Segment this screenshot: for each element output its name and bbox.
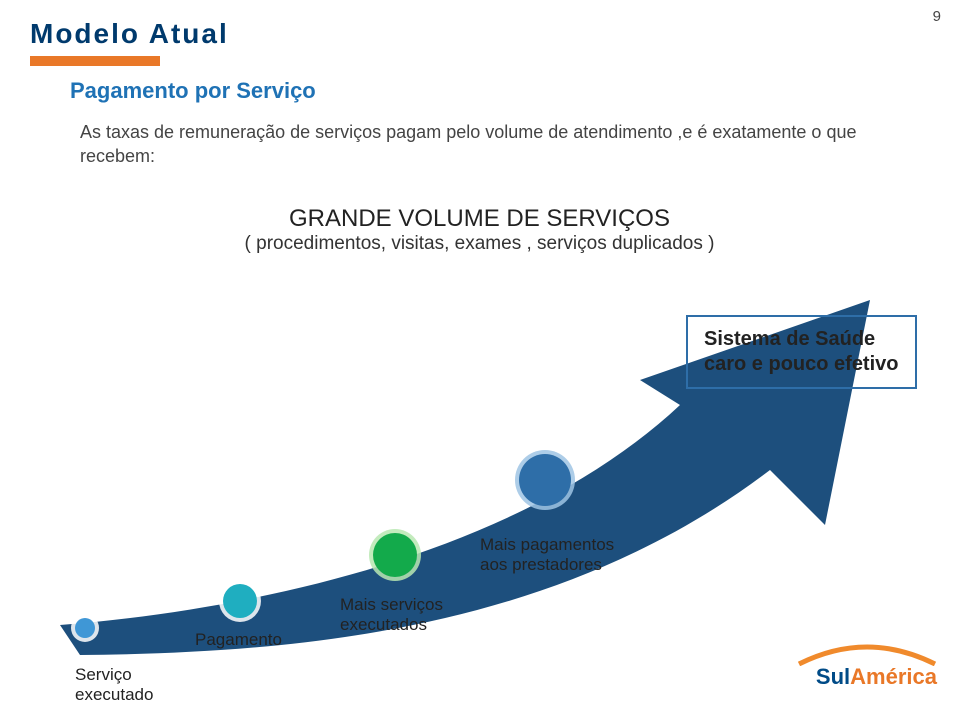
node-dot-0 — [75, 618, 95, 638]
logo-text: SulAmérica — [797, 664, 937, 690]
body-text: As taxas de remuneração de serviços paga… — [80, 120, 899, 169]
big-label: GRANDE VOLUME DE SERVIÇOS ( procedimento… — [0, 205, 959, 255]
logo-arc-icon — [797, 644, 937, 666]
node-label-0: Serviçoexecutado — [75, 665, 153, 704]
arrow-diagram: ServiçoexecutadoPagamentoMais serviçosex… — [0, 255, 959, 635]
node-dot-3 — [519, 454, 571, 506]
title-block: Modelo Atual — [30, 18, 229, 66]
logo: SulAmérica — [797, 644, 937, 690]
logo-text-sul: Sul — [816, 664, 850, 689]
page-number: 9 — [933, 8, 941, 25]
node-label-2: Mais serviçosexecutados — [340, 595, 443, 634]
result-line2: caro e pouco efetivo — [704, 353, 899, 375]
subtitle: Pagamento por Serviço — [70, 78, 316, 104]
page-title: Modelo Atual — [30, 18, 229, 50]
result-box: Sistema de Saúde caro e pouco efetivo — [686, 315, 917, 389]
node-label-3: Mais pagamentosaos prestadores — [480, 535, 614, 574]
title-accent-bar — [30, 56, 160, 66]
big-label-line1: GRANDE VOLUME DE SERVIÇOS — [0, 205, 959, 233]
big-label-line2: ( procedimentos, visitas, exames , servi… — [0, 233, 959, 255]
node-dot-2 — [373, 533, 417, 577]
node-dot-1 — [223, 584, 257, 618]
result-line1: Sistema de Saúde — [704, 328, 875, 350]
node-label-1: Pagamento — [195, 630, 282, 650]
logo-text-america: América — [850, 664, 937, 689]
